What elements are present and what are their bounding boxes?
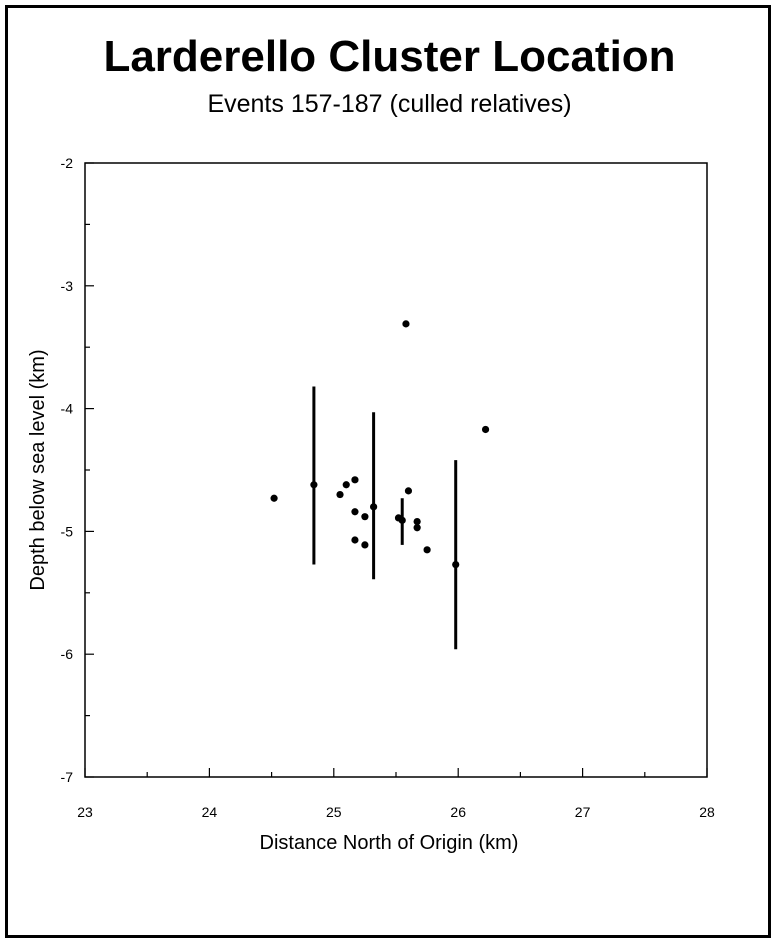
x-tick-label: 26 xyxy=(450,804,466,820)
tick-marks xyxy=(84,162,708,778)
data-point xyxy=(342,481,350,489)
chart-subtitle: Events 157-187 (culled relatives) xyxy=(207,90,572,118)
data-point xyxy=(413,524,421,532)
y-tick-label: -6 xyxy=(61,646,74,662)
error-bars xyxy=(312,386,458,650)
data-point xyxy=(351,476,359,484)
x-tick-label: 23 xyxy=(77,804,93,820)
y-tick-label: -5 xyxy=(61,523,74,539)
data-point xyxy=(481,425,490,434)
x-tick-label: 25 xyxy=(326,804,342,820)
data-point xyxy=(270,494,278,502)
y-tick-label: -7 xyxy=(61,769,74,785)
data-point xyxy=(351,508,359,516)
data-point xyxy=(336,490,344,499)
data-point xyxy=(370,503,378,511)
y-tick-label: -2 xyxy=(61,155,74,171)
data-point xyxy=(452,560,460,569)
x-tick-label: 27 xyxy=(575,804,591,820)
data-point xyxy=(361,541,369,549)
data-point xyxy=(398,516,406,524)
y-axis-title: Depth below sea level (km) xyxy=(27,349,49,590)
tick-labels: 23 24 25 26 27 28 -2 -3 -4 -5 -6 -7 xyxy=(61,155,715,820)
data-point xyxy=(404,487,413,495)
y-tick-label: -3 xyxy=(61,278,74,294)
axes xyxy=(84,162,708,778)
chart-title: Larderello Cluster Location xyxy=(103,32,676,81)
data-point xyxy=(361,513,369,521)
plot-area-border xyxy=(84,162,708,778)
x-axis-title: Distance North of Origin (km) xyxy=(260,832,519,854)
x-tick-label: 24 xyxy=(202,804,218,820)
data-point xyxy=(310,481,318,489)
y-tick-label: -4 xyxy=(61,401,74,417)
data-points xyxy=(270,320,490,569)
x-tick-label: 28 xyxy=(699,804,715,820)
chart-frame xyxy=(5,5,771,938)
data-point xyxy=(351,536,359,544)
data-point xyxy=(423,546,431,554)
data-point xyxy=(402,320,410,328)
data-point xyxy=(413,517,421,526)
